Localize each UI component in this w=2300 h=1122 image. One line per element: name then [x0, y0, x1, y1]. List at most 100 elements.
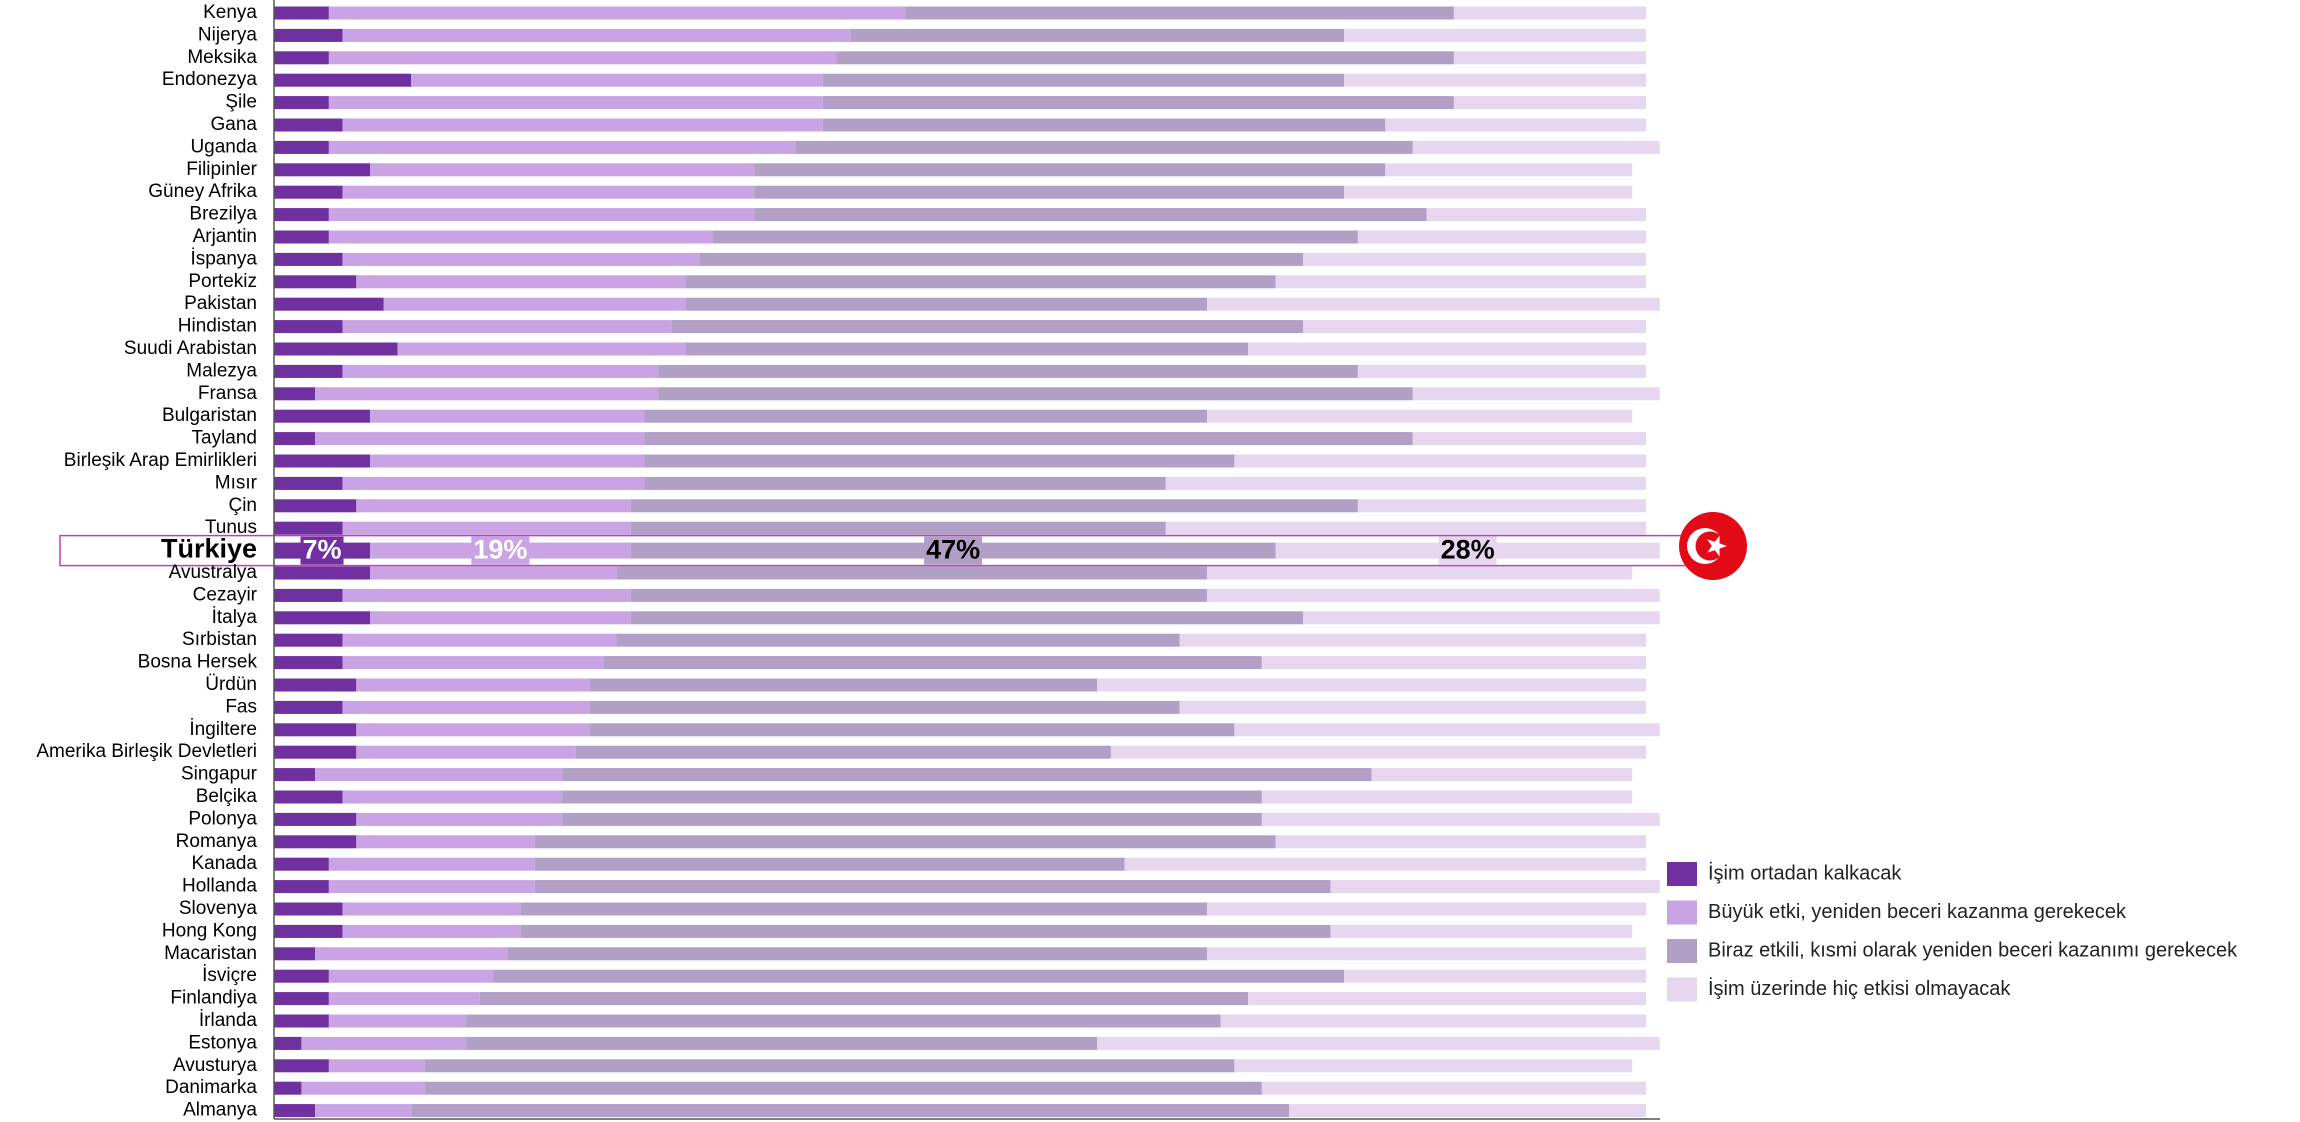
bar-segment: [1303, 611, 1660, 625]
bar-segment: [274, 342, 398, 356]
bar-segment: [671, 320, 1303, 334]
bar-segment: [520, 924, 1331, 938]
category-label: Singapur: [181, 764, 258, 785]
bar-segment: [644, 432, 1413, 446]
bar-segment: [630, 499, 1358, 513]
bar-segment: [1371, 768, 1633, 782]
bar-segment: [1453, 51, 1646, 65]
bar-segment: [1165, 521, 1646, 535]
bar-segment: [274, 812, 357, 826]
bar-segment: [754, 163, 1386, 177]
bar-segment: [850, 28, 1345, 42]
bar-segment: [328, 51, 837, 65]
category-label: Portekiz: [188, 271, 257, 292]
bar-segment: [699, 252, 1303, 266]
value-label-bg: [924, 536, 983, 565]
bar-segment: [1385, 118, 1646, 132]
category-label: Kanada: [191, 853, 257, 874]
bar-segment: [370, 454, 645, 468]
bar-segment: [274, 790, 343, 804]
bar-segment: [370, 566, 617, 580]
bar-segment: [274, 454, 371, 468]
bar-segment: [1124, 857, 1646, 871]
bar-segment: [589, 700, 1180, 714]
category-label: Finlandiya: [170, 988, 257, 1009]
bar-segment: [274, 364, 343, 378]
bar-segment: [356, 812, 563, 826]
bar-segment: [328, 880, 535, 894]
value-label: 7%: [303, 535, 342, 565]
category-label: Birleşik Arap Emirlikleri: [64, 450, 257, 471]
category-label: Romanya: [176, 831, 258, 852]
legend-label: Büyük etki, yeniden beceri kazanma gerek…: [1708, 901, 2127, 923]
bar-segment: [342, 633, 617, 647]
bar-segment: [274, 409, 371, 423]
bar-segment: [575, 745, 1111, 759]
bar-segment: [534, 880, 1331, 894]
bar-segment: [274, 656, 343, 670]
legend-label: İşim üzerinde hiç etkisi olmayacak: [1708, 977, 2011, 1000]
bar-segment: [1330, 924, 1633, 938]
bar-segment: [493, 969, 1345, 983]
bar-segment: [315, 1104, 412, 1118]
category-label: Brezilya: [189, 204, 257, 225]
bar-segment: [274, 588, 343, 602]
bar-segment: [1206, 566, 1633, 580]
legend-swatch: [1667, 977, 1697, 1002]
bar-segment: [1165, 476, 1646, 490]
bar-segment: [328, 140, 796, 154]
bar-segment: [603, 656, 1262, 670]
bar-segment: [301, 1036, 467, 1050]
bar-segment: [754, 185, 1345, 199]
bar-segment: [328, 230, 714, 244]
bar-segment: [301, 1081, 425, 1095]
value-label: 19%: [473, 535, 527, 565]
bar-segment: [644, 454, 1235, 468]
category-label: Fransa: [198, 383, 258, 404]
bar-segment: [1234, 1059, 1633, 1073]
bar-segment: [274, 230, 329, 244]
bar-segment: [658, 364, 1358, 378]
bar-segment: [274, 969, 329, 983]
bar-segment: [328, 208, 755, 222]
bar-segment: [1275, 835, 1646, 849]
bar-segment: [274, 297, 384, 311]
bar-segment: [274, 432, 316, 446]
bar-segment: [507, 947, 1207, 961]
category-label: Almanya: [183, 1100, 257, 1121]
bar-segment: [342, 364, 659, 378]
bar-segment: [274, 521, 343, 535]
category-label: Meksika: [187, 47, 257, 68]
bar-segment: [1248, 342, 1646, 356]
bar-segment: [315, 768, 563, 782]
bar-segment: [274, 163, 371, 177]
bar-segment: [274, 96, 329, 110]
bar-segment: [274, 140, 329, 154]
bar-segment: [589, 723, 1235, 737]
bar-segment: [274, 73, 412, 87]
bar-segment: [328, 992, 480, 1006]
category-label: İrlanda: [199, 1010, 258, 1031]
bar-segment: [630, 611, 1303, 625]
bar-segment: [274, 880, 329, 894]
bar-segment: [1206, 947, 1646, 961]
bar-segment: [1261, 812, 1660, 826]
bar-segment: [1179, 633, 1646, 647]
bar-segment: [328, 857, 535, 871]
bar-segment: [315, 947, 508, 961]
bar-segment: [356, 723, 590, 737]
bar-segment: [822, 118, 1386, 132]
category-label: Polonya: [188, 808, 257, 829]
bar-segment: [1206, 588, 1660, 602]
bar-segment: [1289, 1104, 1646, 1118]
bar-segment: [342, 656, 604, 670]
bar-segment: [644, 409, 1207, 423]
bar-segment: [274, 1014, 329, 1028]
bar-segment: [1357, 230, 1646, 244]
bar-segment: [274, 1036, 302, 1050]
bar-segment: [342, 588, 631, 602]
value-label-bg: [1438, 536, 1497, 565]
category-label: Filipinler: [186, 159, 257, 180]
bar-segment: [342, 924, 521, 938]
bar-segment: [1097, 678, 1646, 692]
